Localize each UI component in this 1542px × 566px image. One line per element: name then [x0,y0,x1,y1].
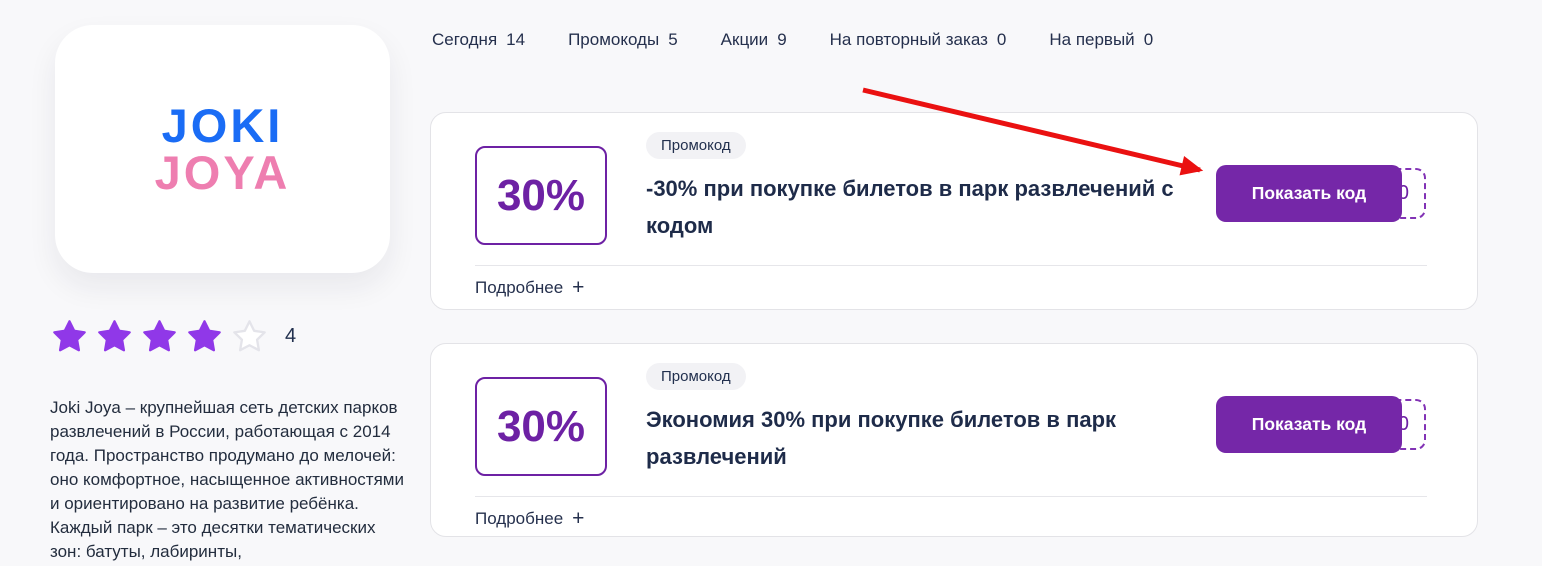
tab-today[interactable]: Сегодня 14 [432,30,526,49]
tab-deals[interactable]: Акции 9 [720,30,787,49]
star-filled-icon [98,319,131,351]
discount-box: 30% [475,146,607,245]
plus-icon: + [572,276,585,299]
discount-box: 30% [475,377,607,476]
promo-card: 30% Промокод Экономия 30% при покупке би… [430,343,1478,537]
code-assembly: 0 Показать код [1216,165,1426,222]
tab-count: 0 [996,30,1007,49]
promo-type-badge: Промокод [646,132,746,159]
show-code-button[interactable]: Показать код [1216,396,1402,453]
tab-count: 14 [506,30,526,49]
filter-tabs: Сегодня 14 Промокоды 5 Акции 9 На повторный… [432,30,1153,50]
show-code-button[interactable]: Показать код [1216,165,1402,222]
tab-count: 5 [668,30,678,49]
rating: 4 [52,316,296,356]
tab-first-order[interactable]: На первый 0 [1049,30,1154,49]
tab-repeat-order[interactable]: На повторный заказ 0 [829,30,1007,49]
brand-logo-text-bottom: JOYA [154,146,291,199]
brand-logo-card: JOKI JOYA [55,25,390,273]
promo-title: -30% при покупке билетов в парк развлече… [646,176,1174,238]
rating-stars [52,316,267,356]
promo-type-badge: Промокод [646,363,746,390]
brand-logo-text-top: JOKI [161,99,284,152]
code-fragment: 0 [1397,413,1409,435]
tab-promocodes[interactable]: Промокоды 5 [568,30,678,49]
code-assembly: 0 Показать код [1216,396,1426,453]
star-filled-icon [53,319,86,351]
code-fragment: 0 [1397,182,1409,204]
details-toggle[interactable]: Подробнее + [475,507,585,530]
details-toggle[interactable]: Подробнее + [475,276,585,299]
tab-count: 9 [777,30,787,49]
star-empty-icon [233,319,266,351]
promo-card: 30% Промокод -30% при покупке билетов в … [430,112,1478,310]
rating-value: 4 [285,324,297,347]
star-filled-icon [188,319,221,351]
brand-description: Joki Joya – крупнейшая сеть детских парк… [50,398,404,561]
promo-title: Экономия 30% при покупке билетов в парк … [646,407,1117,469]
divider [475,265,1427,266]
star-filled-icon [143,319,176,351]
plus-icon: + [572,507,585,530]
tab-count: 0 [1143,30,1154,49]
divider [475,496,1427,497]
